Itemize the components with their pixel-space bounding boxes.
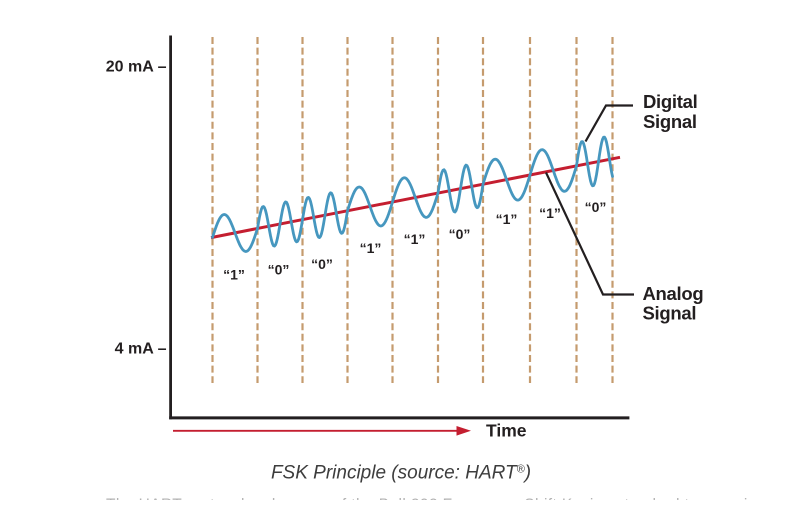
svg-text:4 mA –: 4 mA – [115, 341, 167, 358]
svg-text:Signal: Signal [643, 303, 697, 324]
svg-text:Analog: Analog [643, 283, 704, 304]
svg-text:The HART protocol makes use of: The HART protocol makes use of the Bell … [106, 497, 800, 501]
svg-text:“1”: “1” [360, 240, 382, 256]
svg-text:“0”: “0” [449, 226, 471, 242]
svg-text:“1”: “1” [223, 267, 245, 283]
svg-text:20 mA –: 20 mA – [106, 59, 167, 76]
svg-text:“0”: “0” [585, 199, 607, 215]
svg-text:“0”: “0” [268, 262, 290, 278]
svg-text:Signal: Signal [643, 111, 697, 132]
svg-text:Digital: Digital [643, 91, 697, 112]
svg-text:FSK Principle (source: HART®): FSK Principle (source: HART®) [271, 463, 531, 484]
svg-text:“1”: “1” [496, 211, 518, 227]
svg-text:“0”: “0” [311, 256, 333, 272]
svg-text:Time: Time [486, 421, 527, 441]
svg-text:“1”: “1” [404, 231, 426, 247]
svg-text:“1”: “1” [539, 205, 561, 221]
